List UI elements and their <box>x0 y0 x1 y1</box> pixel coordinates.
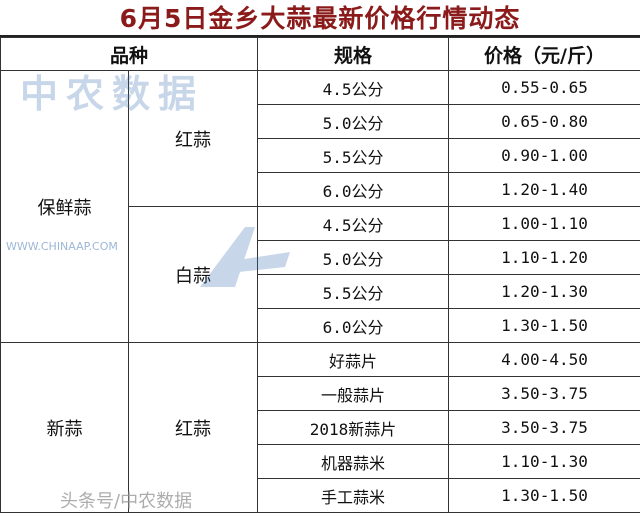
table-row: 机器蒜米 1.10-1.30 <box>1 444 640 479</box>
table-row: 5.5公分 0.90-1.00 <box>1 138 640 173</box>
header-spec: 规格 <box>257 37 450 71</box>
page-title: 6月5日金乡大蒜最新价格行情动态 <box>0 0 640 37</box>
subgroup-cell: 白蒜 <box>127 206 259 343</box>
spec-cell: 4.5公分 <box>257 206 450 241</box>
category-cell: 新蒜 <box>0 342 129 513</box>
price-cell: 3.50-3.75 <box>448 410 640 445</box>
price-cell: 3.50-3.75 <box>448 376 640 411</box>
spec-cell: 手工蒜米 <box>257 478 450 513</box>
spec-cell: 5.5公分 <box>257 274 450 309</box>
header-row: 品种 规格 价格（元/斤） <box>0 37 640 71</box>
table-row: 白蒜 4.5公分 1.00-1.10 <box>1 206 640 343</box>
spec-cell: 5.0公分 <box>257 104 450 139</box>
price-cell: 1.10-1.20 <box>448 240 640 275</box>
price-cell: 1.30-1.50 <box>448 308 640 343</box>
table-row: 手工蒜米 1.30-1.50 <box>1 478 640 513</box>
price-cell: 1.10-1.30 <box>448 444 640 479</box>
price-table: 品种 规格 价格（元/斤） 保鲜蒜 红蒜 4.5公分 0.55-0.65 5.0公分 0.… <box>0 37 640 513</box>
table-row: 一般蒜片 3.50-3.75 <box>1 376 640 411</box>
subgroup-cell: 红蒜 <box>127 342 259 513</box>
spec-cell: 一般蒜片 <box>257 376 450 411</box>
table-row: 5.5公分 1.20-1.30 <box>1 274 640 309</box>
table-row: 5.0公分 0.65-0.80 <box>1 104 640 139</box>
spec-cell: 4.5公分 <box>257 70 450 105</box>
spec-cell: 2018新蒜片 <box>257 410 450 445</box>
spec-cell: 6.0公分 <box>257 172 450 207</box>
table-row: 新蒜 红蒜 好蒜片 4.00-4.50 <box>0 342 640 513</box>
header-price: 价格（元/斤） <box>448 37 640 71</box>
header-variety: 品种 <box>0 37 259 71</box>
spec-cell: 机器蒜米 <box>257 444 450 479</box>
spec-cell: 6.0公分 <box>257 308 450 343</box>
spec-cell: 5.0公分 <box>257 240 450 275</box>
price-cell: 0.55-0.65 <box>448 70 640 105</box>
spec-cell: 5.5公分 <box>257 138 450 173</box>
price-cell: 1.00-1.10 <box>448 206 640 241</box>
category-cell: 保鲜蒜 <box>0 70 129 343</box>
table-row: 6.0公分 1.20-1.40 <box>1 172 640 207</box>
price-cell: 1.20-1.40 <box>448 172 640 207</box>
table-row: 5.0公分 1.10-1.20 <box>1 240 640 275</box>
price-cell: 1.30-1.50 <box>448 478 640 513</box>
price-cell: 4.00-4.50 <box>448 342 640 377</box>
spec-cell: 好蒜片 <box>257 342 450 377</box>
table-row: 6.0公分 1.30-1.50 <box>1 308 640 343</box>
subgroup-cell: 红蒜 <box>127 70 259 207</box>
price-cell: 1.20-1.30 <box>448 274 640 309</box>
price-cell: 0.90-1.00 <box>448 138 640 173</box>
table-row: 保鲜蒜 红蒜 4.5公分 0.55-0.65 <box>0 70 640 343</box>
price-cell: 0.65-0.80 <box>448 104 640 139</box>
